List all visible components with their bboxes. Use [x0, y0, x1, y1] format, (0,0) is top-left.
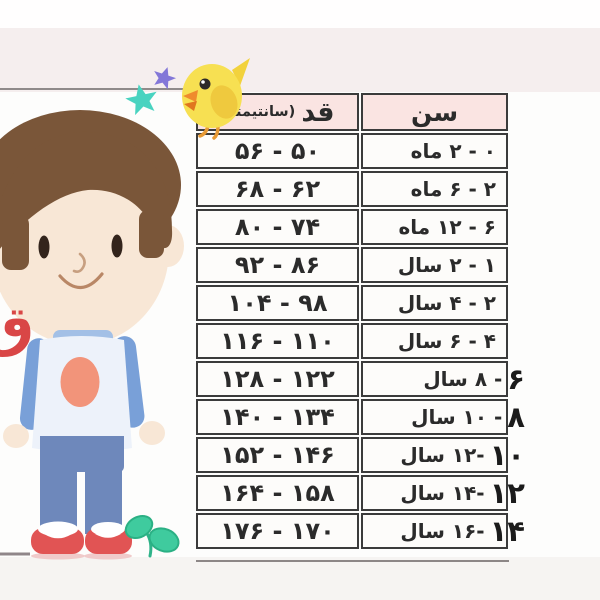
- height-cell: ۹۸ - ۱۰۴: [196, 285, 359, 321]
- height-cell: ۵۰ - ۵۶: [196, 133, 359, 169]
- age-lead-number: ۱۲: [489, 475, 525, 510]
- height-value: ۱۳۴ - ۱۴۰: [220, 403, 335, 431]
- age-value: ۲ - ۴ سال: [397, 291, 496, 315]
- age-value: -۱۶ سال: [400, 519, 485, 543]
- height-cell: ۱۲۲ - ۱۲۸: [196, 361, 359, 397]
- height-value: ۱۱۰ - ۱۱۶: [220, 327, 335, 355]
- table-row: ۶ - ۸ سال ۱۲۲ - ۱۲۸: [196, 361, 525, 397]
- age-lead-number: ۱۰: [489, 437, 525, 472]
- table-row: ۱۰ -۱۲ سال ۱۴۶ - ۱۵۲: [196, 437, 525, 473]
- boy-illustration: [0, 110, 184, 560]
- age-cell: ۴ - ۶ سال: [361, 323, 508, 359]
- age-cell: ۰ - ۲ ماه: [361, 133, 508, 169]
- age-value: - ۱۰ سال: [411, 405, 503, 429]
- height-cell: ۷۴ - ۸۰: [196, 209, 359, 245]
- height-header-label: قد: [301, 96, 335, 128]
- age-cell: ۱۲ -۱۴ سال: [361, 475, 525, 511]
- boy-hair-fringe: [0, 131, 173, 249]
- height-cell: ۱۷۰ - ۱۷۶: [196, 513, 359, 549]
- age-lead-number: ۶: [507, 361, 525, 396]
- boy-hand-left: [3, 424, 29, 448]
- height-value: ۹۸ - ۱۰۴: [227, 289, 328, 317]
- age-value: -۱۴ سال: [400, 481, 485, 505]
- table-row: ۸ - ۱۰ سال ۱۳۴ - ۱۴۰: [196, 399, 525, 435]
- table-row: ۱۴ -۱۶ سال ۱۷۰ - ۱۷۶: [196, 513, 525, 549]
- age-value: ۶ - ۱۲ ماه: [398, 215, 496, 239]
- height-value: ۵۰ - ۵۶: [234, 137, 321, 165]
- age-value: ۴ - ۶ سال: [397, 329, 496, 353]
- height-unit-label: (سانتیمتر): [220, 104, 296, 120]
- boy-chest-circle: [60, 357, 100, 407]
- age-cell: ۶ - ۱۲ ماه: [361, 209, 508, 245]
- height-cell: ۱۱۰ - ۱۱۶: [196, 323, 359, 359]
- header-cell-height: قد (سانتیمتر): [196, 93, 359, 131]
- height-cell: ۱۵۸ - ۱۶۴: [196, 475, 359, 511]
- age-cell: ۶ - ۸ سال: [361, 361, 525, 397]
- table-row: ۶ - ۱۲ ماه ۷۴ - ۸۰: [196, 209, 508, 245]
- background-pink-band: [0, 28, 600, 92]
- height-value: ۶۲ - ۶۸: [234, 175, 321, 203]
- header-cell-age: سن: [361, 93, 508, 131]
- height-value: ۸۶ - ۹۲: [234, 251, 321, 279]
- height-value: ۷۴ - ۸۰: [234, 213, 321, 241]
- table-row: ۱۲ -۱۴ سال ۱۵۸ - ۱۶۴: [196, 475, 525, 511]
- age-cell: ۱۴ -۱۶ سال: [361, 513, 525, 549]
- height-cell: ۶۲ - ۶۸: [196, 171, 359, 207]
- boy-nose: [72, 252, 86, 273]
- background-bottom-band: [0, 557, 600, 600]
- boy-shoes: [31, 521, 132, 560]
- age-cell: ۲ - ۶ ماه: [361, 171, 508, 207]
- table-row: ۱ - ۲ سال ۸۶ - ۹۲: [196, 247, 508, 283]
- age-value: - ۸ سال: [423, 367, 503, 391]
- boy-mouth: [58, 272, 104, 290]
- height-value: ۱۴۶ - ۱۵۲: [220, 441, 335, 469]
- table-bottom-shadow-line: [196, 560, 509, 562]
- age-lead-number: ۸: [507, 399, 525, 434]
- height-value: ۱۵۸ - ۱۶۴: [220, 479, 335, 507]
- height-cell: ۸۶ - ۹۲: [196, 247, 359, 283]
- age-cell: ۲ - ۴ سال: [361, 285, 508, 321]
- cropped-red-letter: ق: [0, 294, 35, 358]
- height-cell: ۱۴۶ - ۱۵۲: [196, 437, 359, 473]
- age-value: -۱۲ سال: [400, 443, 485, 467]
- age-cell: ۸ - ۱۰ سال: [361, 399, 525, 435]
- age-header-label: سن: [410, 97, 459, 127]
- boy-hair-side-left: [2, 215, 29, 270]
- table-header-row: سن قد (سانتیمتر): [196, 93, 508, 131]
- height-value: ۱۷۰ - ۱۷۶: [220, 517, 335, 545]
- age-cell: ۱۰ -۱۲ سال: [361, 437, 525, 473]
- age-value: ۱ - ۲ سال: [397, 253, 496, 277]
- height-value: ۱۲۲ - ۱۲۸: [220, 365, 335, 393]
- boy-hair-side-right: [139, 210, 164, 258]
- size-chart-table: سن قد (سانتیمتر) ۰ - ۲ ماه ۵۰ - ۵۶ ۲ - ۶…: [196, 93, 525, 551]
- age-lead-number: ۱۴: [489, 513, 525, 548]
- age-value: ۲ - ۶ ماه: [410, 177, 496, 201]
- age-value: ۰ - ۲ ماه: [410, 139, 496, 163]
- age-cell: ۱ - ۲ سال: [361, 247, 508, 283]
- boy-eyes: [38, 234, 123, 259]
- height-cell: ۱۳۴ - ۱۴۰: [196, 399, 359, 435]
- table-row: ۲ - ۶ ماه ۶۲ - ۶۸: [196, 171, 508, 207]
- table-row: ۰ - ۲ ماه ۵۰ - ۵۶: [196, 133, 508, 169]
- background-top-band: [0, 0, 600, 30]
- boy-jeans: [40, 436, 124, 534]
- table-row: ۴ - ۶ سال ۱۱۰ - ۱۱۶: [196, 323, 508, 359]
- boy-hand-right: [139, 421, 165, 445]
- table-row: ۲ - ۴ سال ۹۸ - ۱۰۴: [196, 285, 508, 321]
